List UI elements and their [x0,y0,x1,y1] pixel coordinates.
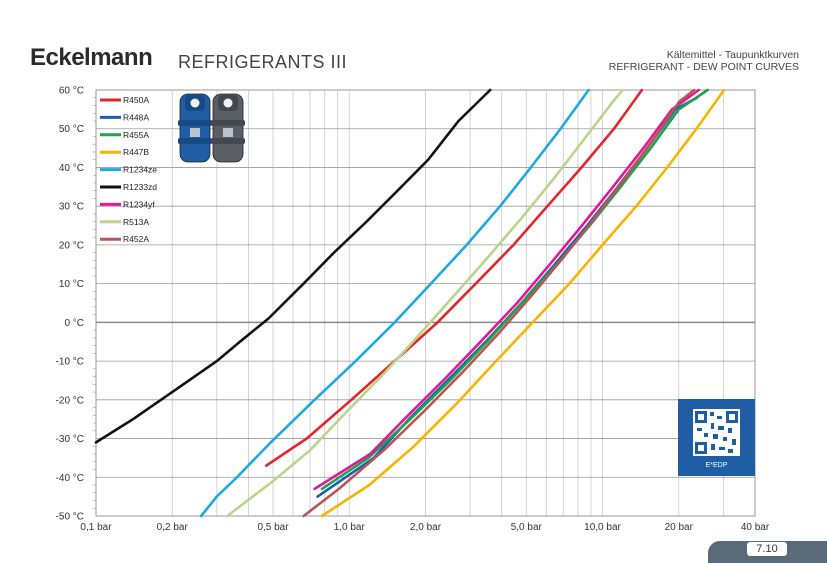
qr-label: E*EDP [705,462,728,469]
page-title: REFRIGERANTS III [178,52,348,72]
legend-label: R452A [123,234,149,244]
series-line-r1233zd [94,88,492,444]
legend-label: R450A [123,95,149,105]
y-tick-label: 10 °C [59,279,84,290]
series-line-r447b [320,88,726,518]
series-line-r513a [226,88,624,518]
legend-label: R448A [123,112,149,122]
y-tick-label: -10 °C [56,357,84,368]
qr-code-icon [693,409,740,456]
y-tick-label: 30 °C [59,202,84,213]
y-tick-label: -50 °C [56,512,84,523]
qr-code-box[interactable]: E*EDP [678,399,755,476]
gas-cylinders-illustration [178,93,245,163]
series-line-r1234yf [313,88,701,491]
series-line-r452a [302,88,696,518]
subtitle-line-2: REFRIGERANT - DEW POINT CURVES [608,61,799,73]
series-line-r1234ze [199,88,590,518]
brand-logo: Eckelmann [30,44,153,71]
y-tick-label: -30 °C [56,434,84,445]
x-tick-label: 1,0 bar [334,522,366,533]
page-number: 7.10 [747,542,787,556]
y-tick-label: 50 °C [59,124,84,135]
legend-label: R1234yf [123,199,155,209]
y-tick-label: -20 °C [56,395,84,406]
x-tick-label: 20 bar [665,522,694,533]
series-line-r450a [264,88,644,467]
y-tick-label: -40 °C [56,473,84,484]
x-tick-label: 10,0 bar [584,522,621,533]
page-subtitle: Kältemittel - Taupunktkurven REFRIGERANT… [609,49,799,73]
y-tick-label: 40 °C [59,163,84,174]
x-tick-label: 0,2 bar [157,522,189,533]
subtitle-line-1: Kältemittel - Taupunktkurven [666,49,799,61]
axes: 0,1 bar 0,2 bar 0,5 bar 1,0 bar 2,0 bar 5,0 b… [56,86,770,534]
series-lines [94,88,726,518]
x-tick-label: 5,0 bar [511,522,543,533]
x-tick-label: 0,1 bar [80,522,112,533]
legend-label: R455A [123,130,149,140]
legend-label: R1234ze [123,165,157,175]
x-tick-label: 2,0 bar [410,522,442,533]
legend-label: R513A [123,217,149,227]
x-tick-label: 0,5 bar [257,522,289,533]
y-tick-label: 60 °C [59,86,84,97]
y-tick-label: 20 °C [59,240,84,251]
grey-cylinder-icon [211,93,245,163]
blue-cylinder-icon [178,93,212,163]
legend-label: R447B [123,147,149,157]
x-tick-label: 40 bar [741,522,770,533]
series-line-r455a [320,88,709,491]
y-tick-label: 0 °C [64,318,84,329]
legend: R450A R448A R455A R447B R1234ze R1233zd R1234y… [100,95,157,244]
legend-label: R1233zd [123,182,157,192]
